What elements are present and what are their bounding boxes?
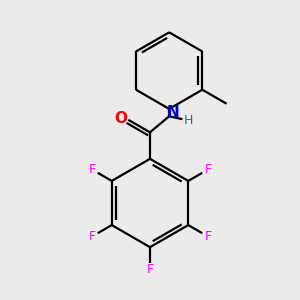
Text: F: F [146,263,154,276]
Text: O: O [115,111,128,126]
Text: F: F [88,230,96,243]
Text: N: N [166,105,179,120]
Text: F: F [204,163,211,176]
Text: F: F [204,230,211,243]
Text: H: H [184,114,193,127]
Text: F: F [88,163,96,176]
